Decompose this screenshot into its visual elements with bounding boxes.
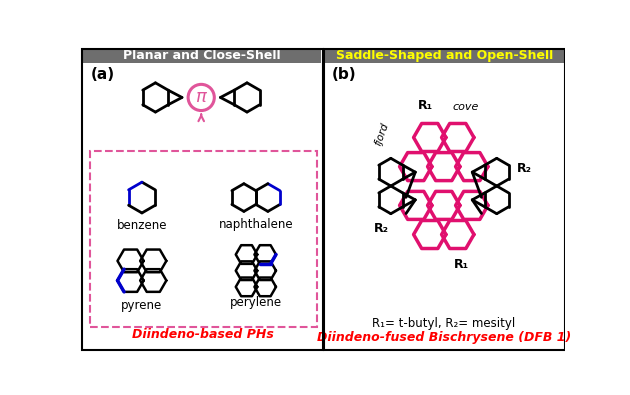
Text: Diindeno-fused Bischrysene (DFB 1): Diindeno-fused Bischrysene (DFB 1) xyxy=(317,331,571,344)
Text: Diindeno-based PHs: Diindeno-based PHs xyxy=(132,328,273,341)
Text: (a): (a) xyxy=(91,67,115,82)
Bar xyxy=(324,49,564,63)
Text: R₂: R₂ xyxy=(374,222,389,235)
Text: perylene: perylene xyxy=(230,296,282,309)
Text: pyrene: pyrene xyxy=(122,299,163,312)
Text: (b): (b) xyxy=(331,67,356,82)
Text: R₂: R₂ xyxy=(517,162,532,175)
Text: fjord: fjord xyxy=(373,121,391,147)
Bar xyxy=(82,49,321,63)
Text: R₁: R₁ xyxy=(418,99,433,112)
Text: naphthalene: naphthalene xyxy=(219,218,293,231)
Bar xyxy=(82,49,323,350)
Text: R₁= t-butyl, R₂= mesityl: R₁= t-butyl, R₂= mesityl xyxy=(372,317,515,330)
Text: R₁: R₁ xyxy=(454,258,469,271)
Text: Planar and Close-Shell: Planar and Close-Shell xyxy=(123,49,280,62)
Text: benzene: benzene xyxy=(117,219,167,232)
Text: Saddle-Shaped and Open-Shell: Saddle-Shaped and Open-Shell xyxy=(336,49,553,62)
Text: $\pi$: $\pi$ xyxy=(195,88,208,106)
Bar xyxy=(324,49,566,350)
Text: cove: cove xyxy=(452,102,479,112)
Bar xyxy=(89,151,317,327)
